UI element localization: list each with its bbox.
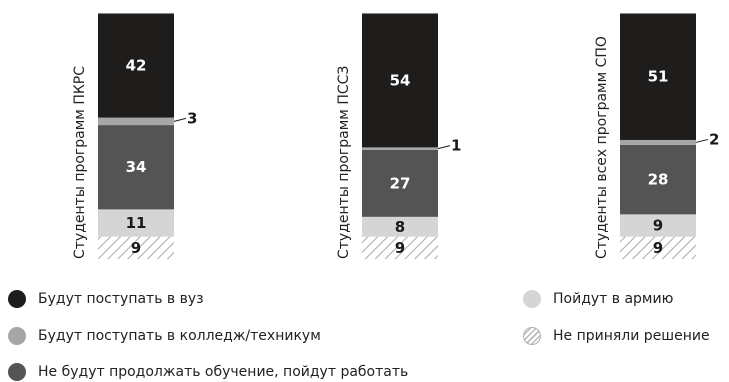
legend-swatch-undecided	[523, 327, 541, 345]
bar-segment-ppssz-university	[362, 13, 438, 148]
data-label-pkrs-undecided: 9	[131, 239, 141, 257]
bar-segment-spo-college	[620, 139, 696, 145]
data-label-ppssz-army: 8	[395, 218, 405, 236]
data-label-pkrs-army: 11	[126, 214, 147, 232]
bar-segment-pkrs-university	[98, 13, 174, 118]
data-label-spo-army: 9	[653, 217, 663, 235]
legend-label-college: Будут поступать в колледж/техникум	[38, 328, 321, 344]
data-label-ppssz-undecided: 9	[395, 239, 405, 257]
legend-item-college: Будут поступать в колледж/техникум	[8, 327, 321, 345]
label-leader-spo	[695, 138, 709, 143]
data-label-pkrs-university: 42	[126, 57, 147, 75]
legend-label-university: Будут поступать в вуз	[38, 291, 204, 307]
data-label-ppssz-work: 27	[390, 174, 411, 192]
legend-swatch-college	[8, 327, 26, 345]
bar-segment-spo-army	[620, 214, 696, 237]
legend-label-undecided: Не приняли решение	[553, 328, 710, 344]
data-label-pkrs-college: 3	[187, 109, 197, 127]
chart-plot: 9 11 34 3 42 Студенты программ ПКРС 9 8 27 1 54 Сту…	[72, 13, 719, 259]
legend-label-army: Пойдут в армию	[553, 291, 674, 307]
bar-segment-ppssz-work	[362, 149, 438, 217]
data-label-ppssz-college: 1	[451, 137, 461, 155]
bar-segment-ppssz-undecided	[362, 236, 438, 259]
bar-segment-pkrs-work	[98, 125, 174, 210]
bar-segment-pkrs-undecided	[98, 236, 174, 259]
bar-segment-spo-university	[620, 13, 696, 140]
label-leader-pkrs	[173, 117, 187, 122]
legend-item-university: Будут поступать в вуз	[8, 290, 204, 308]
data-label-spo-university: 51	[648, 68, 669, 86]
bar-segment-spo-work	[620, 144, 696, 215]
bar-segment-ppssz-army	[362, 216, 438, 237]
legend-item-army: Пойдут в армию	[523, 290, 673, 308]
legend-swatch-university	[8, 290, 26, 308]
legend-swatch-work	[8, 363, 26, 381]
legend-item-work: Не будут продолжать обучение, пойдут раб…	[8, 363, 408, 381]
data-label-spo-work: 28	[648, 171, 669, 189]
category-label-spo: Студенты всех программ СПО	[594, 36, 610, 259]
data-label-pkrs-work: 34	[126, 158, 147, 176]
data-label-spo-undecided: 9	[653, 239, 663, 257]
data-label-ppssz-university: 54	[390, 71, 411, 89]
bar-segment-spo-undecided	[620, 236, 696, 259]
legend-item-undecided: Не приняли решение	[523, 327, 710, 345]
category-label-pkrs: Студенты программ ПКРС	[72, 66, 88, 259]
bar-segment-pkrs-army	[98, 209, 174, 237]
legend-label-work: Не будут продолжать обучение, пойдут раб…	[38, 364, 409, 380]
bar-segment-pkrs-college	[98, 117, 174, 126]
label-leader-ppssz	[437, 145, 451, 150]
category-label-ppssz: Студенты программ ПССЗ	[336, 66, 352, 259]
legend-swatch-army	[523, 290, 541, 308]
bar-segment-ppssz-college	[362, 147, 438, 150]
data-label-spo-college: 2	[709, 130, 719, 148]
